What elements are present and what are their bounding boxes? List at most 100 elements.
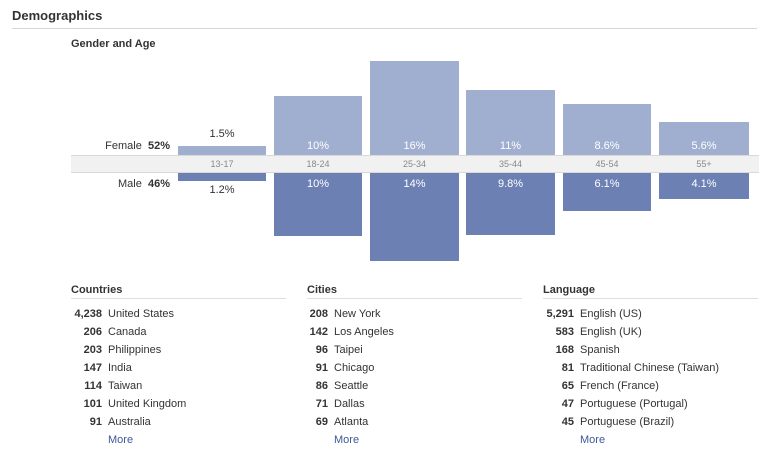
item-name: Traditional Chinese (Taiwan) bbox=[580, 362, 719, 374]
language-list-item: 583 English (UK) bbox=[543, 323, 758, 341]
item-count: 69 bbox=[315, 416, 328, 428]
cities-list-item: 69 Atlanta bbox=[307, 413, 522, 431]
male-value-label: 6.1% bbox=[594, 178, 620, 190]
language-list-item: 168 Spanish bbox=[543, 341, 758, 359]
countries-list-item: 101 United Kingdom bbox=[71, 395, 286, 413]
female-bar bbox=[466, 90, 555, 155]
item-name: Los Angeles bbox=[334, 326, 394, 338]
male-bar bbox=[370, 173, 459, 261]
male-bar bbox=[659, 173, 749, 199]
countries-list-item: 114 Taiwan bbox=[71, 377, 286, 395]
language-list-item: 47 Portuguese (Portugal) bbox=[543, 395, 758, 413]
cities-title: Cities bbox=[307, 284, 337, 296]
male-value-label: 9.8% bbox=[497, 178, 524, 190]
male-legend: Male 46% bbox=[60, 178, 170, 190]
male-value-label: 4.1% bbox=[691, 178, 717, 190]
cities-list: 208 New York 142 Los Angeles 96 Taipei 91 Chica… bbox=[307, 305, 522, 431]
item-name: Taiwan bbox=[108, 380, 143, 392]
item-name: French (France) bbox=[580, 380, 659, 392]
item-count: 45 bbox=[561, 416, 574, 428]
female-value-label: 11% bbox=[499, 140, 522, 152]
female-value-label: 5.6% bbox=[691, 140, 717, 152]
male-bar bbox=[178, 173, 266, 181]
item-count: 583 bbox=[555, 326, 574, 338]
item-count: 142 bbox=[309, 326, 328, 338]
female-bar bbox=[659, 122, 749, 155]
countries-list: 4,238 United States 206 Canada 203 Philippine… bbox=[71, 305, 286, 431]
male-percent: 46% bbox=[147, 178, 170, 190]
age-category-label: 55+ bbox=[696, 159, 712, 169]
female-legend: Female 52% bbox=[60, 140, 170, 152]
age-category-label: 45-54 bbox=[595, 159, 619, 169]
female-value-label: 16% bbox=[403, 140, 426, 152]
item-name: Spanish bbox=[580, 344, 620, 356]
item-count: 47 bbox=[561, 398, 574, 410]
item-count: 81 bbox=[561, 362, 574, 374]
countries-more-link[interactable]: More bbox=[108, 434, 134, 446]
item-count: 4,238 bbox=[74, 308, 102, 320]
male-bar bbox=[466, 173, 555, 235]
item-count: 91 bbox=[315, 362, 328, 374]
age-category-label: 13-17 bbox=[210, 159, 234, 169]
language-more-link[interactable]: More bbox=[580, 434, 606, 446]
female-value-label: 1.5% bbox=[209, 128, 235, 141]
cities-divider bbox=[307, 298, 522, 299]
age-category-label: 18-24 bbox=[306, 159, 330, 169]
male-value-label: 1.2% bbox=[209, 183, 235, 196]
item-count: 203 bbox=[83, 344, 102, 356]
language-divider bbox=[543, 298, 758, 299]
female-bar bbox=[274, 96, 362, 155]
countries-list-item: 91 Australia bbox=[71, 413, 286, 431]
item-name: English (UK) bbox=[580, 326, 642, 338]
female-percent: 52% bbox=[147, 140, 170, 152]
female-bar bbox=[370, 61, 459, 155]
item-name: Chicago bbox=[334, 362, 375, 374]
countries-list-item: 203 Philippines bbox=[71, 341, 286, 359]
item-count: 5,291 bbox=[546, 308, 574, 320]
female-bar bbox=[563, 104, 651, 155]
item-name: New York bbox=[334, 308, 381, 320]
item-name: English (US) bbox=[580, 308, 642, 320]
age-band bbox=[71, 155, 759, 173]
item-count: 114 bbox=[84, 380, 102, 392]
countries-list-item: 4,238 United States bbox=[71, 305, 286, 323]
language-list-item: 65 French (France) bbox=[543, 377, 758, 395]
language-panel: Language 5,291 English (US) 583 English (UK… bbox=[543, 283, 758, 449]
language-title: Language bbox=[543, 284, 595, 296]
cities-list-item: 208 New York bbox=[307, 305, 522, 323]
cities-list-item: 96 Taipei bbox=[307, 341, 522, 359]
male-value-label: 14% bbox=[403, 178, 426, 190]
female-value-label: 10% bbox=[306, 140, 330, 152]
cities-list-item: 142 Los Angeles bbox=[307, 323, 522, 341]
page-title: Demographics bbox=[12, 8, 103, 23]
item-name: Portuguese (Portugal) bbox=[580, 398, 688, 410]
age-category-label: 35-44 bbox=[498, 159, 523, 169]
item-count: 65 bbox=[561, 380, 574, 392]
item-name: India bbox=[108, 362, 132, 374]
age-category-label: 25-34 bbox=[402, 159, 427, 169]
item-count: 206 bbox=[83, 326, 102, 338]
item-count: 96 bbox=[315, 344, 328, 356]
item-name: Portuguese (Brazil) bbox=[580, 416, 675, 428]
language-list-item: 5,291 English (US) bbox=[543, 305, 758, 323]
header-divider bbox=[12, 28, 757, 29]
female-label: Female bbox=[105, 140, 142, 152]
item-name: Dallas bbox=[334, 398, 365, 410]
item-count: 91 bbox=[89, 416, 102, 428]
item-name: United States bbox=[108, 308, 175, 320]
male-bar bbox=[563, 173, 651, 212]
countries-list-item: 147 India bbox=[71, 359, 286, 377]
item-count: 71 bbox=[315, 398, 328, 410]
female-value-label: 8.6% bbox=[594, 140, 620, 152]
cities-panel: Cities 208 New York 142 Los Angeles 96 Taipei… bbox=[307, 283, 522, 449]
item-count: 147 bbox=[83, 362, 102, 374]
cities-more-link[interactable]: More bbox=[334, 434, 360, 446]
item-name: Taipei bbox=[334, 344, 363, 356]
language-list-item: 45 Portuguese (Brazil) bbox=[543, 413, 758, 431]
item-count: 168 bbox=[555, 344, 574, 356]
cities-list-item: 91 Chicago bbox=[307, 359, 522, 377]
countries-divider bbox=[71, 298, 286, 299]
countries-title: Countries bbox=[71, 284, 123, 296]
item-name: Australia bbox=[108, 416, 151, 428]
